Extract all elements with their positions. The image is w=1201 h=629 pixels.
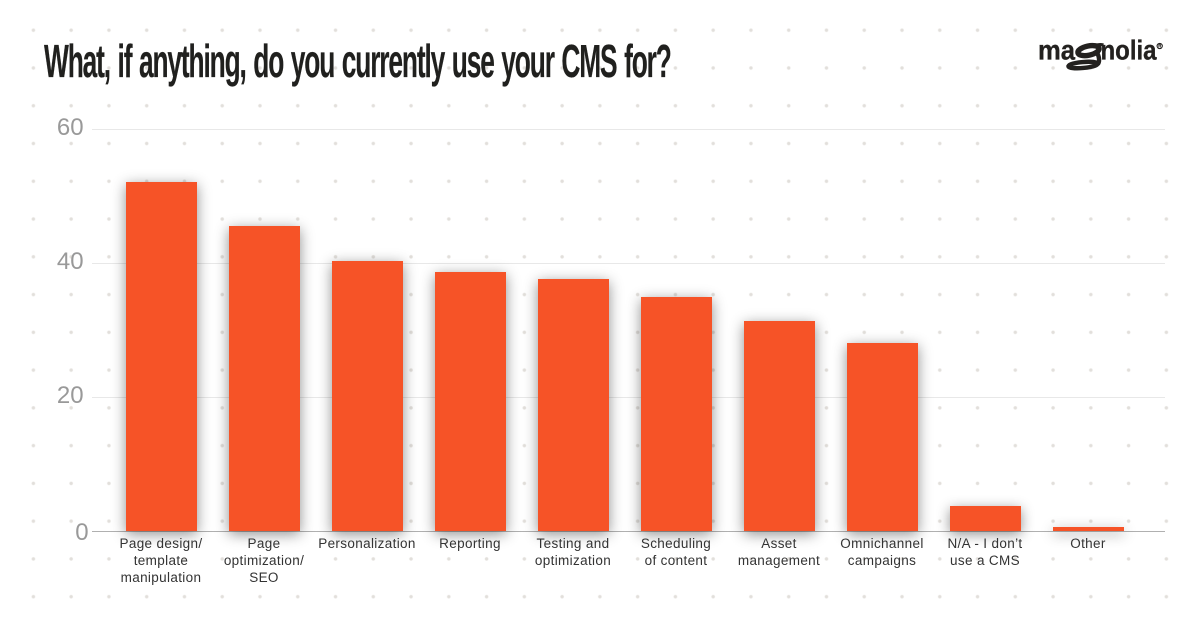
svg-text:ma: ma — [1038, 34, 1076, 65]
svg-text:nolia: nolia — [1101, 34, 1158, 65]
